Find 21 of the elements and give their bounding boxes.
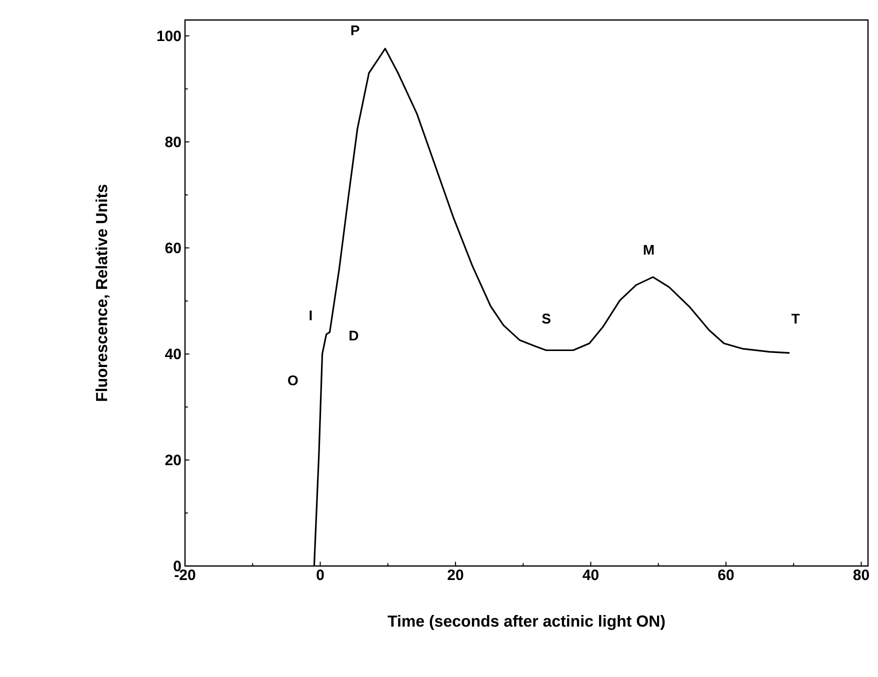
annotation: I xyxy=(310,310,312,320)
annotation: O xyxy=(288,375,298,386)
y-axis-title: Fluorescence, Relative Units xyxy=(96,184,110,401)
y-tick-label: 100 xyxy=(157,30,181,42)
x-tick-label: -20 xyxy=(174,570,196,580)
x-axis-title: Time (seconds after actinic light ON) xyxy=(388,615,665,630)
x-tick-label: 40 xyxy=(582,570,598,580)
y-tick-label: 20 xyxy=(165,454,181,466)
annotation: S xyxy=(542,314,550,324)
y-tick-label: 40 xyxy=(165,348,181,360)
annotation: T xyxy=(791,314,800,324)
x-tick-label: 20 xyxy=(448,570,464,580)
annotation: M xyxy=(644,245,654,255)
annotation: P xyxy=(351,26,360,36)
y-tick-label: 60 xyxy=(165,242,181,254)
x-tick-label: 80 xyxy=(853,570,869,580)
y-tick-label: 80 xyxy=(165,136,181,148)
x-tick-label: 60 xyxy=(718,570,734,580)
annotation: D xyxy=(350,330,358,340)
x-tick-label: 0 xyxy=(316,570,324,580)
y-tick-label: 0 xyxy=(174,560,181,572)
